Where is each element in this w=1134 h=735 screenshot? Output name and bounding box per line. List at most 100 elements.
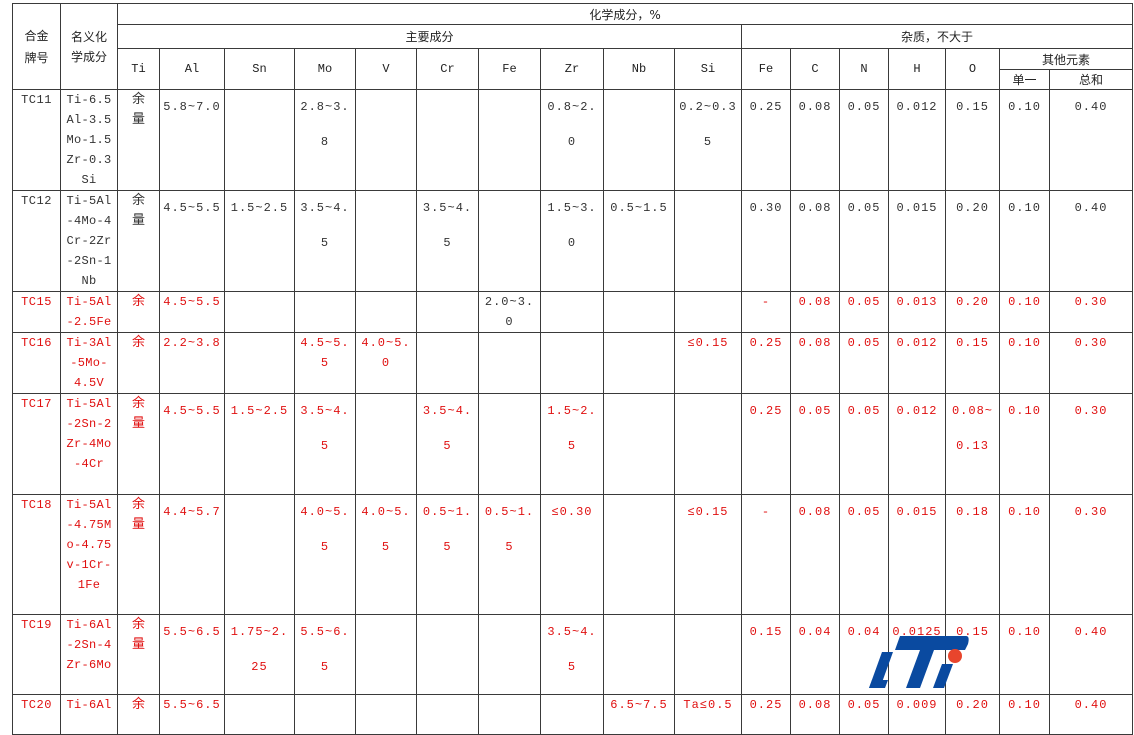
ti-balance-cell: 余 [117,332,160,394]
sn-cell [224,332,295,394]
alloy-grade-cell: TC19 [12,614,61,695]
mo-cell: 2.8~3.8 [294,89,356,191]
imp-c-cell: 0.08 [790,291,840,333]
table-body: TC11 Ti-6.5Al-3.5Mo-1.5Zr-0.3Si 余量 5.8~7.0 2… [12,89,1134,735]
header-si: Si [674,48,742,90]
ti-balance-cell: 余量 [117,393,160,495]
imp-o-cell: 0.08~0.13 [945,393,1000,495]
al-cell: 5.8~7.0 [159,89,225,191]
sn-cell [224,694,295,735]
logo-mark [869,636,969,688]
nominal-composition-cell: Ti-5Al-4Mo-4Cr-2Zr-2Sn-1Nb [60,190,118,292]
alloy-grade-cell: TC11 [12,89,61,191]
imp-n-cell: 0.05 [839,89,889,191]
imp-h-cell: 0.012 [888,332,946,394]
imp-o-cell: 0.20 [945,694,1000,735]
ti-balance-cell: 余量 [117,190,160,292]
al-cell: 5.5~6.5 [159,694,225,735]
other-single-cell: 0.10 [999,291,1050,333]
imp-n-cell: 0.05 [839,393,889,495]
al-cell: 4.5~5.5 [159,393,225,495]
nb-cell [603,291,675,333]
nominal-composition-cell: Ti-5Al-2Sn-2Zr-4Mo-4Cr [60,393,118,495]
imp-fe-cell: 0.25 [741,393,791,495]
other-total-cell: 0.40 [1048,614,1134,695]
imp-n-cell: 0.05 [839,494,889,615]
v-cell [355,393,417,495]
zr-cell: 0.8~2.0 [540,89,604,191]
table-row-tc15: TC15 Ti-5Al-2.5Fe 余 4.5~5.5 2.0~3.0 -0.08 0.05… [12,291,1134,333]
fe-cell [478,89,541,191]
v-cell [355,190,417,292]
imp-h-cell: 0.009 [888,694,946,735]
other-total-cell: 0.30 [1048,393,1134,495]
imp-n-cell: 0.05 [839,291,889,333]
cr-cell [416,332,479,394]
zr-cell: ≤0.30 [540,494,604,615]
si-cell [674,393,742,495]
imp-c-cell: 0.08 [790,89,840,191]
header-impurity-n: N [839,48,889,90]
ti-balance-cell: 余 [117,694,160,735]
mo-cell: 3.5~4.5 [294,190,356,292]
si-cell [674,190,742,292]
imp-o-cell: 0.20 [945,291,1000,333]
header-chemical-composition: 化学成分，% [116,3,1134,25]
imp-o-cell: 0.18 [945,494,1000,615]
nominal-composition-cell: Ti-3Al-5Mo-4.5V [60,332,118,394]
header-other-single: 单一 [999,69,1050,90]
header-nb: Nb [603,48,675,90]
nb-cell [603,332,675,394]
table-row-tc18: TC18 Ti-5Al-4.75Mo-4.75v-1Cr-1Fe 余量 4.4~5.7… [12,494,1134,615]
cr-cell [416,291,479,333]
fe-cell: 2.0~3.0 [478,291,541,333]
imp-c-cell: 0.08 [790,494,840,615]
other-total-cell: 0.30 [1048,494,1134,615]
other-total-cell: 0.30 [1048,332,1134,394]
imp-c-cell: 0.08 [790,332,840,394]
other-single-cell: 0.10 [999,190,1050,292]
alloy-grade-cell: TC20 [12,694,61,735]
header-zr: Zr [540,48,604,90]
v-cell [355,694,417,735]
other-single-cell: 0.10 [999,614,1050,695]
mo-cell [294,291,356,333]
imp-h-cell: 0.015 [888,190,946,292]
header-alloy-grade: 合金牌号 [12,3,61,90]
si-cell [674,614,742,695]
other-total-cell: 0.30 [1048,291,1134,333]
other-single-cell: 0.10 [999,694,1050,735]
imp-o-cell: 0.15 [945,89,1000,191]
table-row-tc19: TC19 Ti-6Al-2Sn-4Zr-6Mo 余量 5.5~6.5 1.75~2.25… [12,614,1134,695]
table-row-tc17: TC17 Ti-5Al-2Sn-2Zr-4Mo-4Cr 余量 4.5~5.5 1.5~2… [12,393,1134,495]
sn-cell: 1.5~2.5 [224,190,295,292]
al-cell: 4.4~5.7 [159,494,225,615]
other-single-cell: 0.10 [999,494,1050,615]
si-cell: ≤0.15 [674,494,742,615]
imp-h-cell: 0.013 [888,291,946,333]
zr-cell [540,291,604,333]
sn-cell [224,89,295,191]
imp-fe-cell: 0.25 [741,694,791,735]
header-other-elements: 其他元素 [998,48,1134,70]
cr-cell [416,614,479,695]
nominal-composition-cell: Ti-6.5Al-3.5Mo-1.5Zr-0.3Si [60,89,118,191]
si-cell: 0.2~0.35 [674,89,742,191]
fe-cell [478,694,541,735]
imp-h-cell: 0.012 [888,393,946,495]
header-other-total: 总和 [1048,69,1134,90]
mo-cell: 3.5~4.5 [294,393,356,495]
header-nominal-composition: 名义化学成分 [60,3,118,90]
nb-cell: 0.5~1.5 [603,190,675,292]
sn-cell [224,291,295,333]
al-cell: 4.5~5.5 [159,291,225,333]
imp-fe-cell: 0.30 [741,190,791,292]
imp-o-cell: 0.20 [945,190,1000,292]
zr-cell [540,694,604,735]
other-single-cell: 0.10 [999,332,1050,394]
ti-balance-cell: 余量 [117,494,160,615]
table-row-tc11: TC11 Ti-6.5Al-3.5Mo-1.5Zr-0.3Si 余量 5.8~7.0 2… [12,89,1134,191]
zr-cell [540,332,604,394]
cr-cell: 3.5~4.5 [416,393,479,495]
v-cell: 4.0~5.5 [355,494,417,615]
